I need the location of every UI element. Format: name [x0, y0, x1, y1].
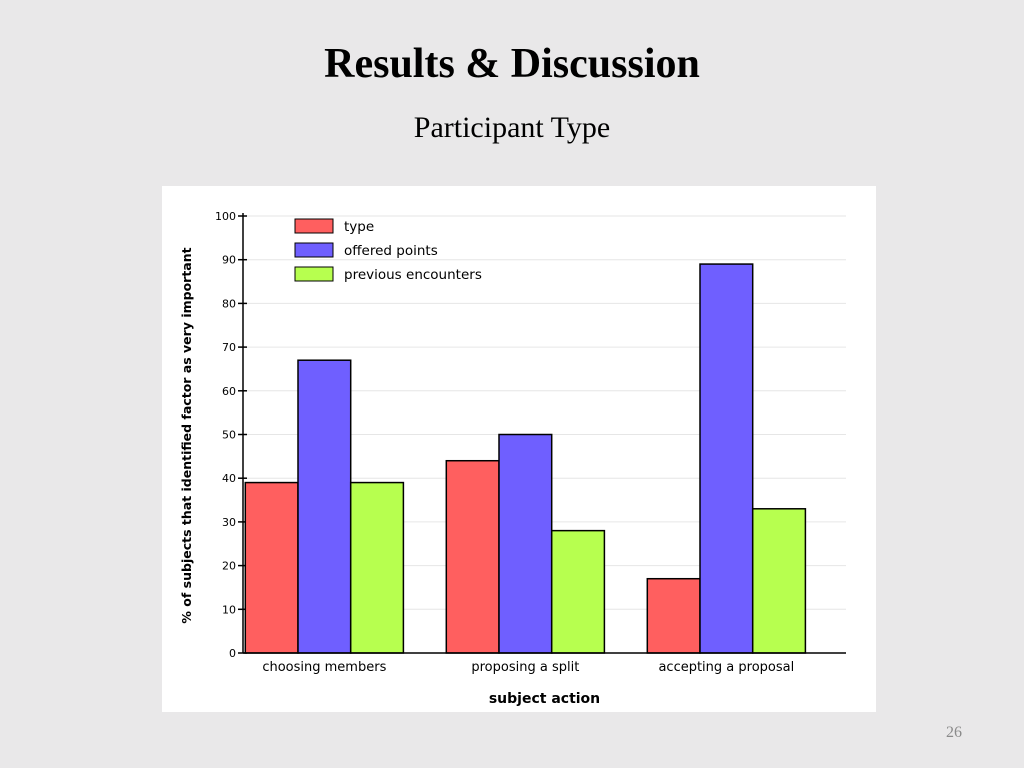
legend-label: type: [344, 219, 374, 235]
bar-offered-points: [498, 433, 553, 654]
slide-title: Results & Discussion: [324, 41, 700, 87]
x-axis: choosing members proposing a split accepti…: [243, 652, 846, 675]
page-number: 26: [946, 724, 962, 741]
y-tick-label: 0: [229, 647, 236, 660]
legend-label: offered points: [344, 243, 438, 259]
y-tick-label: 60: [222, 385, 236, 398]
y-tick-label: 90: [222, 254, 236, 267]
y-tick-label: 50: [222, 429, 236, 442]
legend-swatch: [294, 266, 334, 282]
y-tick-label: 80: [222, 297, 236, 310]
legend-swatch: [294, 218, 334, 234]
slide-subtitle: Participant Type: [413, 111, 611, 144]
y-tick-label: 20: [222, 560, 236, 573]
x-tick-label: accepting a proposal: [658, 660, 794, 675]
chart-panel: 0 10 20 30 40 50 60 70 80 90 100 choosing members p…: [162, 186, 876, 712]
bar-previous-encounters: [751, 508, 807, 654]
bar-type: [646, 577, 701, 654]
y-axis-label: % of subjects that identified factor as …: [179, 247, 194, 623]
y-tick-label: 70: [222, 341, 236, 354]
y-tick-label: 30: [222, 516, 236, 529]
x-tick-label: choosing members: [262, 660, 386, 675]
bar-offered-points: [699, 263, 754, 654]
bar-chart: 0 10 20 30 40 50 60 70 80 90 100 choosing members p…: [179, 210, 846, 707]
legend: type offered points previous encounters: [294, 218, 482, 283]
y-tick-label: 100: [215, 210, 236, 223]
bars: [244, 263, 807, 654]
y-tick-label: 10: [222, 603, 236, 616]
bar-previous-encounters: [349, 481, 405, 654]
x-tick-label: proposing a split: [471, 660, 579, 675]
legend-label: previous encounters: [344, 267, 482, 283]
bar-type: [244, 481, 299, 654]
legend-swatch: [294, 242, 334, 258]
y-tick-label: 40: [222, 472, 236, 485]
bar-previous-encounters: [550, 529, 606, 654]
y-axis: 0 10 20 30 40 50 60 70 80 90 100: [215, 210, 247, 660]
bar-offered-points: [297, 359, 352, 654]
bar-type: [445, 459, 500, 654]
x-axis-label: subject action: [489, 691, 600, 707]
